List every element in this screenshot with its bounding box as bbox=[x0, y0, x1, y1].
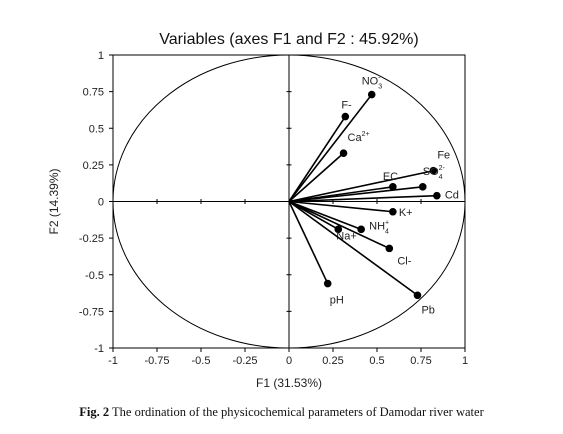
label-text: Cd bbox=[445, 190, 459, 202]
x-tick-label: 0.25 bbox=[322, 355, 343, 367]
figure-caption-text: The ordination of the physicochemical pa… bbox=[109, 405, 484, 419]
figure-caption-prefix: Fig. 2 bbox=[79, 405, 110, 419]
label-text: pH bbox=[330, 295, 344, 307]
label-ec: EC bbox=[383, 171, 398, 183]
label-subscript: 4 bbox=[439, 174, 443, 181]
label-text: F- bbox=[341, 100, 352, 112]
label-superscript: - bbox=[378, 75, 381, 82]
vector-pb bbox=[288, 200, 418, 296]
label-text: NH bbox=[369, 220, 385, 232]
vector-no bbox=[288, 94, 373, 202]
label-text: K+ bbox=[399, 207, 413, 219]
pca-correlation-chart: Variables (axes F1 and F2 : 45.92%) -1 -0… bbox=[47, 31, 468, 390]
x-tick-label: 0.5 bbox=[369, 355, 384, 367]
y-tick-label: -1 bbox=[94, 343, 104, 355]
x-tick-label: 0 bbox=[286, 355, 292, 367]
label-superscript: 2+ bbox=[362, 131, 370, 138]
vector-ec bbox=[288, 186, 393, 203]
label-text: Cl- bbox=[397, 255, 411, 267]
x-tick-label: -0.75 bbox=[144, 355, 169, 367]
y-tick-label: -0.25 bbox=[79, 233, 104, 245]
point-cl bbox=[385, 244, 394, 253]
label-so: SO4 2- bbox=[423, 165, 446, 181]
x-tick-labels: -1 -0.75 -0.5 -0.25 0 0.25 0.5 0.75 1 bbox=[108, 355, 468, 367]
point-ec bbox=[389, 183, 397, 191]
label-text: Pb bbox=[421, 304, 434, 316]
point-na bbox=[334, 225, 343, 234]
axis-ticks bbox=[109, 54, 466, 352]
x-tick-label: 0.75 bbox=[410, 355, 431, 367]
x-tick-label: 1 bbox=[462, 355, 468, 367]
label-text: Fe bbox=[437, 150, 450, 162]
point-cd bbox=[433, 191, 441, 200]
point-fe bbox=[429, 166, 438, 175]
label-f: F- bbox=[341, 100, 352, 112]
y-tick-label: -0.5 bbox=[85, 270, 104, 282]
label-fe: Fe bbox=[437, 150, 450, 162]
point-k bbox=[389, 207, 397, 216]
point-ca bbox=[339, 149, 348, 157]
point-ph bbox=[323, 279, 332, 288]
y-tick-label: 1 bbox=[98, 50, 104, 62]
point-f bbox=[341, 112, 350, 121]
y-tick-label: 0.75 bbox=[83, 87, 104, 99]
label-nh: NH4 + bbox=[369, 219, 389, 235]
vector-k bbox=[288, 200, 393, 213]
label-ca: Ca2+ bbox=[348, 131, 370, 144]
vector-ca bbox=[288, 152, 345, 203]
figure-caption: Fig. 2 The ordination of the physicochem… bbox=[0, 405, 563, 420]
label-text: EC bbox=[383, 171, 398, 183]
vector-nh bbox=[288, 200, 362, 231]
label-pb: Pb bbox=[421, 304, 434, 316]
label-superscript: + bbox=[385, 219, 389, 226]
label-subscript: 3 bbox=[378, 84, 382, 91]
label-no: NO3 - bbox=[362, 75, 383, 91]
y-axis-label: F2 (14.39%) bbox=[47, 168, 61, 234]
point-nh bbox=[357, 225, 365, 234]
y-tick-label: 0.25 bbox=[83, 160, 104, 172]
vector-f bbox=[288, 116, 346, 202]
point-no bbox=[367, 90, 376, 99]
label-text: NO bbox=[362, 76, 379, 88]
label-cd: Cd bbox=[445, 190, 459, 202]
label-cl: Cl- bbox=[397, 255, 411, 267]
point-pb bbox=[413, 291, 422, 300]
vector-ph bbox=[288, 201, 329, 284]
y-tick-label: 0.5 bbox=[89, 123, 104, 135]
vector-cl bbox=[288, 200, 390, 250]
label-ph: pH bbox=[330, 295, 344, 307]
label-k: K+ bbox=[399, 207, 413, 219]
label-text: Ca bbox=[348, 132, 363, 144]
vector-cd bbox=[288, 194, 437, 203]
y-tick-labels: 1 0.75 0.5 0.25 0 -0.25 -0.5 -0.75 -1 bbox=[79, 50, 104, 355]
x-tick-label: -0.25 bbox=[232, 355, 257, 367]
point-so bbox=[418, 183, 427, 191]
y-tick-label: 0 bbox=[98, 197, 104, 209]
x-tick-label: -0.5 bbox=[192, 355, 211, 367]
x-tick-label: -1 bbox=[108, 355, 118, 367]
chart-title: Variables (axes F1 and F2 : 45.92%) bbox=[159, 31, 418, 48]
label-text: SO bbox=[423, 166, 439, 178]
y-tick-label: -0.75 bbox=[79, 306, 104, 318]
label-subscript: 4 bbox=[385, 228, 389, 235]
vector-fe bbox=[288, 169, 434, 203]
label-superscript: 2- bbox=[439, 165, 446, 172]
x-axis-label: F1 (31.53%) bbox=[256, 376, 322, 390]
